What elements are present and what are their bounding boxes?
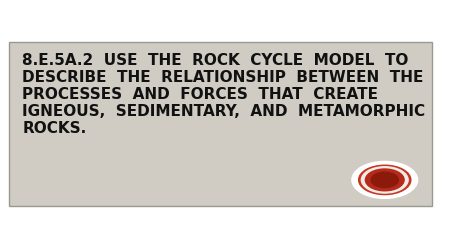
Circle shape — [361, 167, 408, 193]
Text: PROCESSES  AND  FORCES  THAT  CREATE: PROCESSES AND FORCES THAT CREATE — [22, 87, 378, 102]
Text: 8.E.5A.2  USE  THE  ROCK  CYCLE  MODEL  TO: 8.E.5A.2 USE THE ROCK CYCLE MODEL TO — [22, 53, 409, 68]
Text: DESCRIBE  THE  RELATIONSHIP  BETWEEN  THE: DESCRIBE THE RELATIONSHIP BETWEEN THE — [22, 70, 424, 85]
Circle shape — [352, 162, 418, 199]
Circle shape — [359, 166, 411, 195]
Text: ROCKS.: ROCKS. — [22, 121, 87, 136]
Circle shape — [365, 169, 404, 191]
Circle shape — [371, 173, 398, 188]
Text: IGNEOUS,  SEDIMENTARY,  AND  METAMORPHIC: IGNEOUS, SEDIMENTARY, AND METAMORPHIC — [22, 104, 426, 119]
FancyBboxPatch shape — [9, 43, 432, 207]
